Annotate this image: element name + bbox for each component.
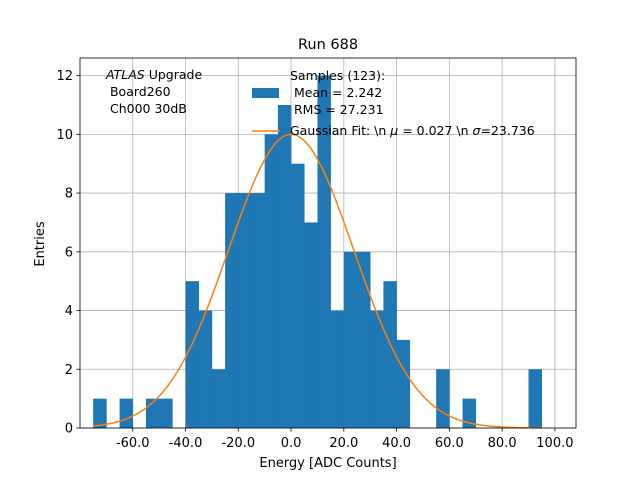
x-tick-label: 60.0 [435,436,464,451]
histogram-bar [119,398,134,428]
x-tick-label: -60.0 [116,436,150,451]
legend-fit-label: Gaussian Fit: \n μ = 0.027 \n σ=23.736 [290,123,535,138]
x-tick-label: -20.0 [221,436,255,451]
y-tick-label: 8 [65,187,73,202]
histogram-bar [93,398,107,428]
legend: Samples (123): Mean = 2.242 RMS = 27.231… [252,68,535,138]
histogram-bar [370,310,384,428]
x-tick-label: 20.0 [329,436,358,451]
histogram-bar [357,251,371,428]
legend-sigma-symbol: σ [473,123,482,138]
histogram-bar [330,310,345,428]
y-tick-label: 10 [56,128,73,143]
histogram-bar [528,369,543,428]
detector-annotation: ATLAS Upgrade Board260 Ch000 30dB [105,67,202,116]
y-tick-label: 12 [56,69,73,84]
x-axis-label: Energy [ADC Counts] [259,456,396,471]
chart-title: Run 688 [298,37,358,53]
x-tick-label: 100.0 [536,436,573,451]
legend-fit-prefix: Gaussian Fit: \n [290,123,390,138]
legend-mu-symbol: μ [389,123,398,138]
legend-sigma-value: =23.736 [480,123,534,138]
y-tick-label: 4 [65,304,73,319]
x-tick-label: 40.0 [382,436,411,451]
x-axis-ticks: -60.0 -40.0 -20.0 0.0 20.0 40.0 60.0 80.0 100.0 [116,428,574,451]
x-tick-label: 0.0 [281,436,302,451]
annotation-line-3: Ch000 30dB [106,101,187,116]
y-axis-label: Entries [33,221,48,267]
histogram-bar [317,75,331,428]
histogram-bar [304,222,318,428]
histogram-bar [159,398,173,428]
histogram-bar [211,369,226,428]
histogram-bar [198,310,213,428]
histogram-bar [238,193,252,428]
plot-frame [79,57,577,429]
histogram-bar [343,251,358,428]
histogram-bar [264,134,279,428]
legend-histogram-line-2: Mean = 2.242 [290,85,382,100]
y-tick-label: 6 [65,245,73,260]
y-tick-label: 2 [65,363,73,378]
x-tick-label: -40.0 [169,436,203,451]
histogram-bar [251,193,265,428]
histogram-bar [291,163,305,428]
legend-histogram-swatch [252,88,279,98]
histogram-bar [462,398,477,428]
legend-histogram-line-1: Samples (123): [290,68,385,83]
legend-mu-value: = 0.027 \n [398,123,472,138]
legend-histogram-line-3: RMS = 27.231 [290,102,384,117]
gaussian-fit-curve [93,133,542,429]
annotation-line-2: Board260 [106,84,171,99]
histogram-bar [277,104,292,428]
annotation-line-1: ATLAS Upgrade [105,67,202,82]
histogram-bar [396,339,411,428]
upgrade-label: Upgrade [145,67,203,82]
y-axis-ticks: 0 2 4 6 8 10 12 [56,69,80,437]
x-tick-label: 80.0 [488,436,517,451]
histogram-bar [383,281,397,428]
atlas-label: ATLAS [105,67,145,82]
y-tick-label: 0 [65,422,73,437]
histogram-bar [185,281,200,428]
histogram-bar [436,369,450,428]
